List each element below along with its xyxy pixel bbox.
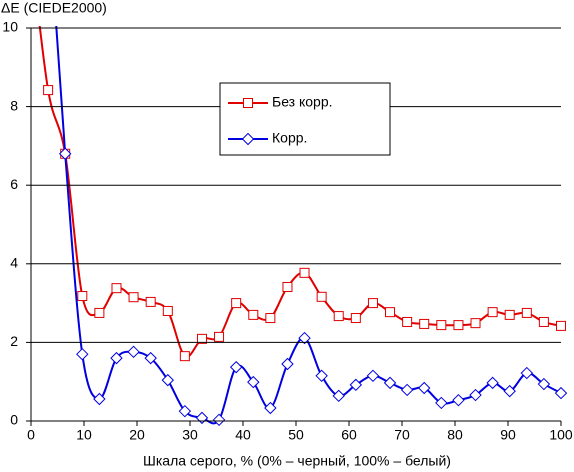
marker	[212, 413, 226, 426]
marker	[556, 320, 566, 331]
x-tick-label: 30	[182, 427, 198, 443]
marker	[419, 318, 430, 329]
marker	[111, 283, 122, 294]
marker	[316, 291, 327, 302]
marker	[265, 313, 276, 324]
y-tick-label: 6	[10, 176, 18, 192]
marker	[195, 411, 209, 425]
x-tick-label: 70	[394, 427, 410, 443]
marker	[299, 267, 310, 278]
legend-label: Корр.	[272, 130, 307, 146]
marker	[128, 292, 139, 303]
marker	[179, 351, 190, 362]
y-tick-label: 0	[10, 412, 18, 428]
marker	[229, 360, 243, 374]
marker	[366, 369, 380, 383]
marker	[521, 307, 532, 318]
marker	[58, 147, 72, 160]
x-tick-label: 50	[288, 427, 304, 443]
marker	[247, 375, 260, 389]
marker	[178, 404, 192, 418]
marker	[127, 345, 140, 359]
x-tick-label: 10	[76, 427, 92, 443]
marker	[282, 281, 293, 292]
y-tick-label: 8	[10, 97, 18, 113]
marker	[435, 396, 448, 410]
marker	[486, 376, 499, 390]
marker	[162, 305, 173, 316]
marker	[470, 318, 481, 329]
marker	[144, 351, 157, 365]
marker	[537, 377, 551, 391]
marker	[504, 309, 515, 320]
marker	[452, 393, 465, 407]
y-tick-label: 10	[2, 19, 18, 35]
marker	[469, 388, 482, 402]
marker	[93, 392, 106, 406]
series-line	[55, 26, 562, 425]
marker	[538, 316, 549, 327]
marker	[400, 383, 414, 397]
x-tick-label: 90	[500, 427, 516, 443]
marker	[77, 291, 88, 302]
marker	[333, 311, 344, 322]
marker	[281, 357, 294, 371]
x-tick-label: 20	[129, 427, 145, 443]
marker	[248, 309, 259, 320]
marker	[43, 85, 54, 96]
marker	[417, 381, 431, 395]
marker	[350, 313, 361, 324]
marker	[76, 347, 89, 361]
x-axis-label: Шкала серого, % (0% – черный, 100% – бел…	[143, 453, 451, 469]
marker	[487, 307, 498, 318]
x-tick-label: 100	[549, 427, 573, 443]
plot-area	[38, 26, 568, 426]
y-tick-label: 4	[10, 255, 18, 271]
marker	[231, 298, 242, 309]
marker	[110, 351, 123, 365]
marker	[402, 316, 413, 327]
marker	[332, 389, 345, 403]
marker	[367, 298, 378, 309]
marker	[453, 320, 464, 331]
chart-title: ΔE (CIEDE2000)	[1, 0, 107, 16]
legend-marker	[241, 132, 255, 146]
marker	[383, 376, 397, 390]
legend-marker	[243, 98, 253, 108]
marker	[161, 373, 175, 387]
marker	[264, 401, 277, 415]
x-tick-label: 60	[341, 427, 357, 443]
marker	[349, 378, 363, 392]
marker	[503, 384, 516, 398]
series-line	[38, 26, 562, 358]
marker	[196, 333, 207, 344]
marker	[94, 307, 105, 318]
marker	[145, 296, 156, 307]
marker	[436, 320, 447, 331]
legend-label: Без корр.	[272, 94, 333, 110]
x-tick-label: 80	[447, 427, 463, 443]
marker	[298, 331, 311, 345]
y-tick-label: 2	[10, 333, 18, 349]
x-tick-label: 0	[27, 427, 35, 443]
marker	[554, 386, 568, 400]
marker	[214, 331, 225, 342]
marker	[385, 307, 396, 318]
x-tick-label: 40	[235, 427, 251, 443]
marker	[315, 369, 328, 383]
marker	[520, 366, 534, 380]
